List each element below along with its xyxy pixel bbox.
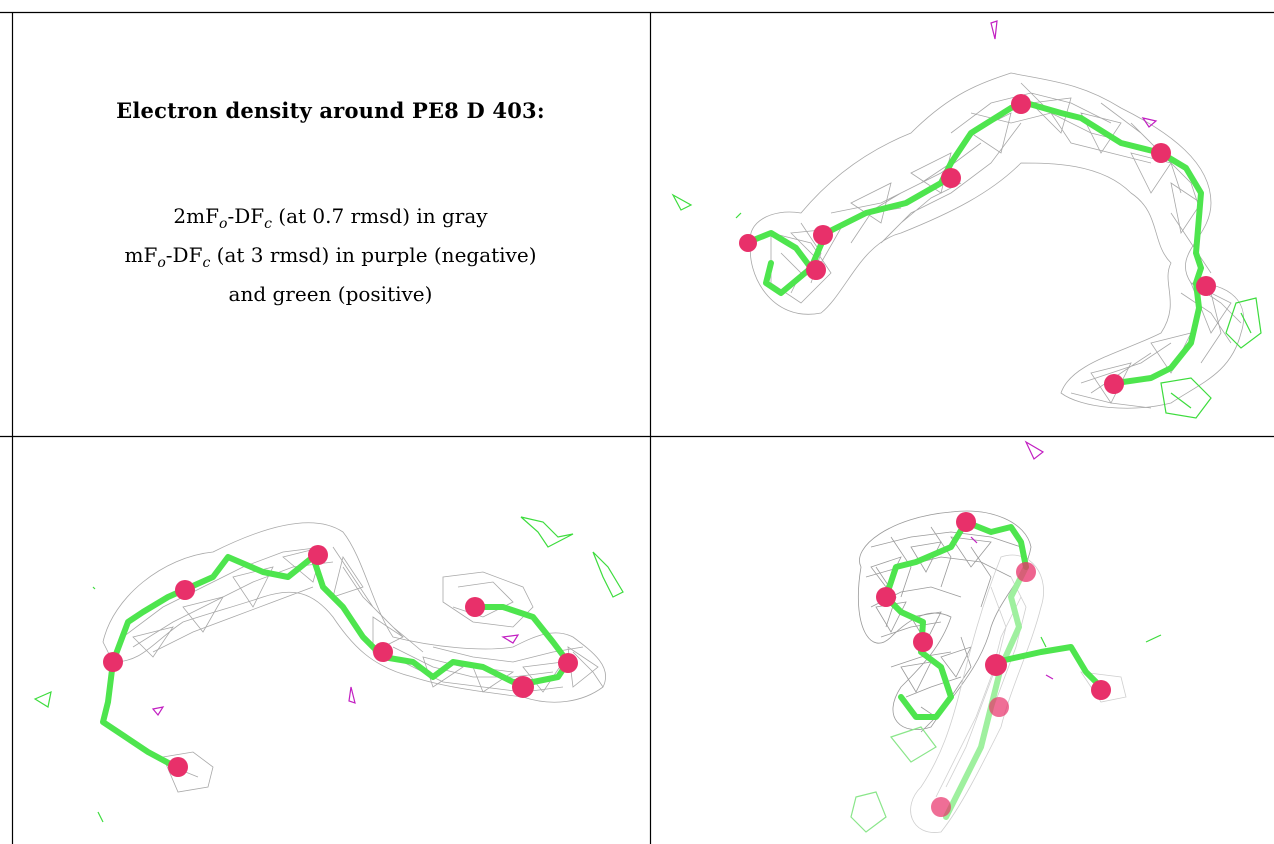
oxygen-atom (465, 597, 485, 617)
legend-text: 2mF (173, 204, 219, 228)
legend-line-fofc: mFo-DFc (at 3 rmsd) in purple (negative) (12, 240, 649, 279)
oxygen-atom (103, 652, 123, 672)
legend-text: -DF (165, 243, 203, 267)
oxygen-atom (1196, 276, 1216, 296)
legend-sub: o (219, 216, 228, 232)
diff-density-negative (970, 440, 1054, 680)
oxygen-atom (175, 580, 195, 600)
ligand-bonds (100, 554, 571, 770)
oxygen-atoms (876, 512, 1111, 817)
view-top-right (671, 20, 1262, 419)
legend-sub: c (264, 216, 272, 232)
oxygen-atoms (739, 94, 1216, 394)
oxygen-atom (989, 697, 1009, 717)
diff-density-positive (671, 193, 1262, 419)
density-mesh-2fofc (857, 510, 1032, 733)
diff-density-positive (850, 634, 1162, 833)
oxygen-atom (813, 225, 833, 245)
oxygen-atom (168, 757, 188, 777)
caption-legend: 2mFo-DFc (at 0.7 rmsd) in gray mFo-DFc (… (12, 201, 649, 310)
density-mesh-2fofc (102, 522, 606, 793)
oxygen-atom (913, 632, 933, 652)
oxygen-atoms (103, 545, 578, 777)
diff-density-positive (33, 516, 624, 823)
oxygen-atom (739, 234, 757, 252)
caption-cell: Electron density around PE8 D 403: 2mFo-… (12, 20, 649, 420)
legend-text: (at 0.7 rmsd) in gray (271, 204, 488, 228)
legend-line-positive: and green (positive) (228, 282, 433, 306)
oxygen-atom (558, 653, 578, 673)
oxygen-atom (1011, 94, 1031, 114)
legend-text: mF (124, 243, 158, 267)
oxygen-atom (1091, 680, 1111, 700)
legend-sub: c (202, 255, 211, 271)
oxygen-atom (956, 512, 976, 532)
view-bottom-right (850, 440, 1162, 833)
oxygen-atom (985, 654, 1007, 676)
oxygen-atom (806, 260, 826, 280)
diff-density-negative (151, 634, 520, 717)
view-bottom-left (33, 516, 624, 823)
legend-text: -DF (227, 204, 265, 228)
oxygen-atom (308, 545, 328, 565)
density-mesh-2fofc-faded (910, 554, 1127, 833)
oxygen-atom (941, 168, 961, 188)
caption-title: Electron density around PE8 D 403: (116, 98, 545, 123)
oxygen-atom (931, 797, 951, 817)
ligand-bonds-faded (943, 564, 1029, 820)
oxygen-atom (373, 642, 393, 662)
legend-text: (at 3 rmsd) in purple (negative) (210, 243, 537, 267)
oxygen-atom (1016, 562, 1036, 582)
oxygen-atom (876, 587, 896, 607)
oxygen-atom (1104, 374, 1124, 394)
oxygen-atom (1151, 143, 1171, 163)
legend-line-2fofc: 2mFo-DFc (at 0.7 rmsd) in gray (12, 201, 649, 240)
legend-sub: o (157, 255, 166, 271)
ligand-bonds (883, 519, 1104, 720)
diff-density-negative (990, 20, 1158, 128)
oxygen-atom (512, 676, 534, 698)
